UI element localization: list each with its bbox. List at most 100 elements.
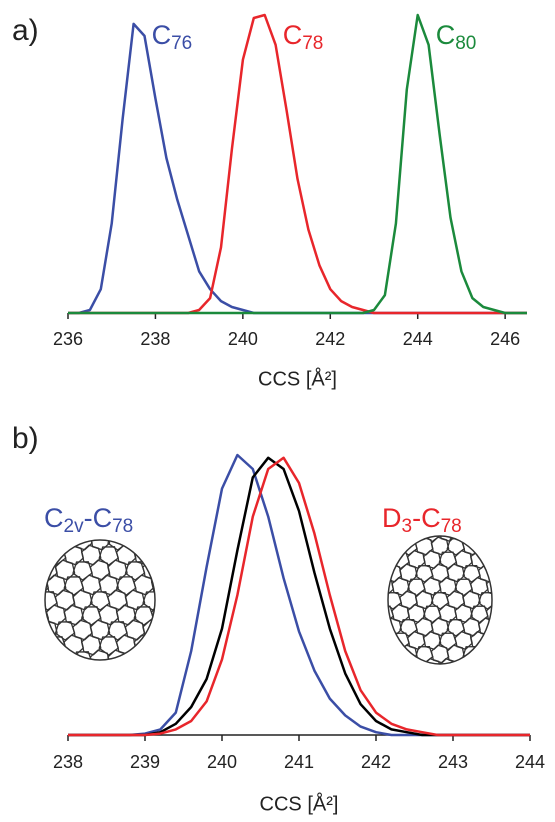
cage-ring (518, 578, 535, 596)
cage-ring (353, 539, 370, 555)
x-tick-label: 240 (228, 329, 258, 349)
cage-ring (485, 603, 492, 624)
cage-ring (20, 620, 39, 640)
cage-ring (3, 560, 22, 580)
cage-ring (369, 647, 386, 663)
cage-ring (518, 606, 535, 622)
cage-ring (454, 659, 473, 664)
cage-ring (510, 647, 527, 663)
cage-ring (494, 591, 511, 609)
cage-ring (20, 590, 39, 610)
cage-ring (12, 667, 31, 685)
cage-ring (124, 651, 146, 660)
cage-ring (388, 591, 403, 610)
cage-ring (54, 649, 76, 660)
cage-ring (187, 517, 206, 535)
series-line (68, 13, 527, 315)
cage-ring (502, 605, 519, 623)
cage-ring (353, 645, 370, 663)
cage-ring (422, 657, 442, 664)
cage-ring (368, 537, 385, 555)
x-tick-label: 240 (207, 752, 237, 772)
series-line (68, 13, 527, 315)
cage-ring (134, 665, 153, 685)
series-label: C76 (152, 20, 193, 54)
cage-ring (3, 590, 22, 610)
series-label: C2v-C78 (44, 503, 133, 537)
cage-ring (502, 660, 519, 676)
cage-ring (399, 644, 418, 664)
cage-ring (510, 566, 527, 582)
cage-ring (388, 576, 395, 597)
cage-ring (485, 536, 492, 543)
cage-ring (63, 576, 85, 596)
cage-ring (462, 645, 481, 664)
cage-ring (477, 536, 492, 556)
cage-ring (3, 650, 22, 670)
series-label: C78 (283, 20, 324, 54)
cage-ring (518, 551, 535, 569)
cage-ring (80, 606, 102, 626)
fullerene-d3-icon (353, 536, 535, 677)
x-tick-label: 244 (403, 329, 433, 349)
cage-ring (160, 560, 179, 580)
cage-ring (470, 536, 489, 543)
cage-ring (98, 636, 120, 656)
cage-ring (361, 579, 378, 595)
panel-label: a) (12, 14, 39, 47)
cage-ring (502, 551, 519, 569)
cage-ring (45, 591, 58, 611)
cage-ring (187, 545, 206, 565)
cage-ring (502, 632, 519, 650)
cage-ring (518, 659, 535, 677)
cage-ring (45, 636, 67, 656)
cage-ring (160, 650, 179, 670)
cage-ring (485, 551, 492, 570)
cage-ring (45, 649, 58, 660)
cage-ring (485, 657, 492, 664)
cage-ring (178, 590, 197, 610)
cage-ring (12, 635, 31, 655)
cage-ring (518, 632, 535, 650)
x-tick-label: 243 (438, 752, 468, 772)
x-tick-label: 242 (315, 329, 345, 349)
cage-ring (187, 665, 206, 685)
cage-ring (178, 562, 197, 580)
cage-ring (12, 515, 31, 535)
cage-ring (495, 539, 512, 555)
cage-ring (502, 579, 519, 595)
cage-ring (388, 657, 395, 664)
cage-ring (117, 667, 136, 685)
cage-ring (47, 665, 66, 685)
cage-ring (494, 645, 511, 663)
fullerene-outline (44, 539, 156, 661)
series-line (68, 22, 527, 315)
cage-ring (169, 577, 188, 595)
cage-ring (45, 544, 50, 566)
cage-ring (368, 591, 385, 609)
cage-ring (12, 545, 31, 565)
cage-ring (12, 577, 31, 595)
cage-ring (169, 605, 188, 625)
cage-ring (510, 537, 527, 555)
cage-ring (134, 517, 153, 535)
cage-ring (485, 576, 492, 597)
cage-ring (485, 632, 492, 651)
x-tick-label: 242 (361, 752, 391, 772)
series-label: D3-C78 (382, 503, 462, 537)
cage-ring (150, 604, 155, 626)
cage-ring (477, 644, 492, 664)
x-tick-label: 238 (140, 329, 170, 349)
cage-ring (150, 574, 155, 596)
cage-ring (510, 618, 527, 636)
cage-ring (89, 649, 111, 660)
x-tick-label: 239 (130, 752, 160, 772)
cage-ring (99, 665, 118, 685)
x-tick-label: 241 (284, 752, 314, 772)
cage-ring (510, 591, 527, 609)
cage-ring (98, 546, 120, 566)
series-label: C80 (436, 20, 477, 54)
cage-ring (388, 630, 395, 651)
cage-ring (368, 618, 385, 636)
